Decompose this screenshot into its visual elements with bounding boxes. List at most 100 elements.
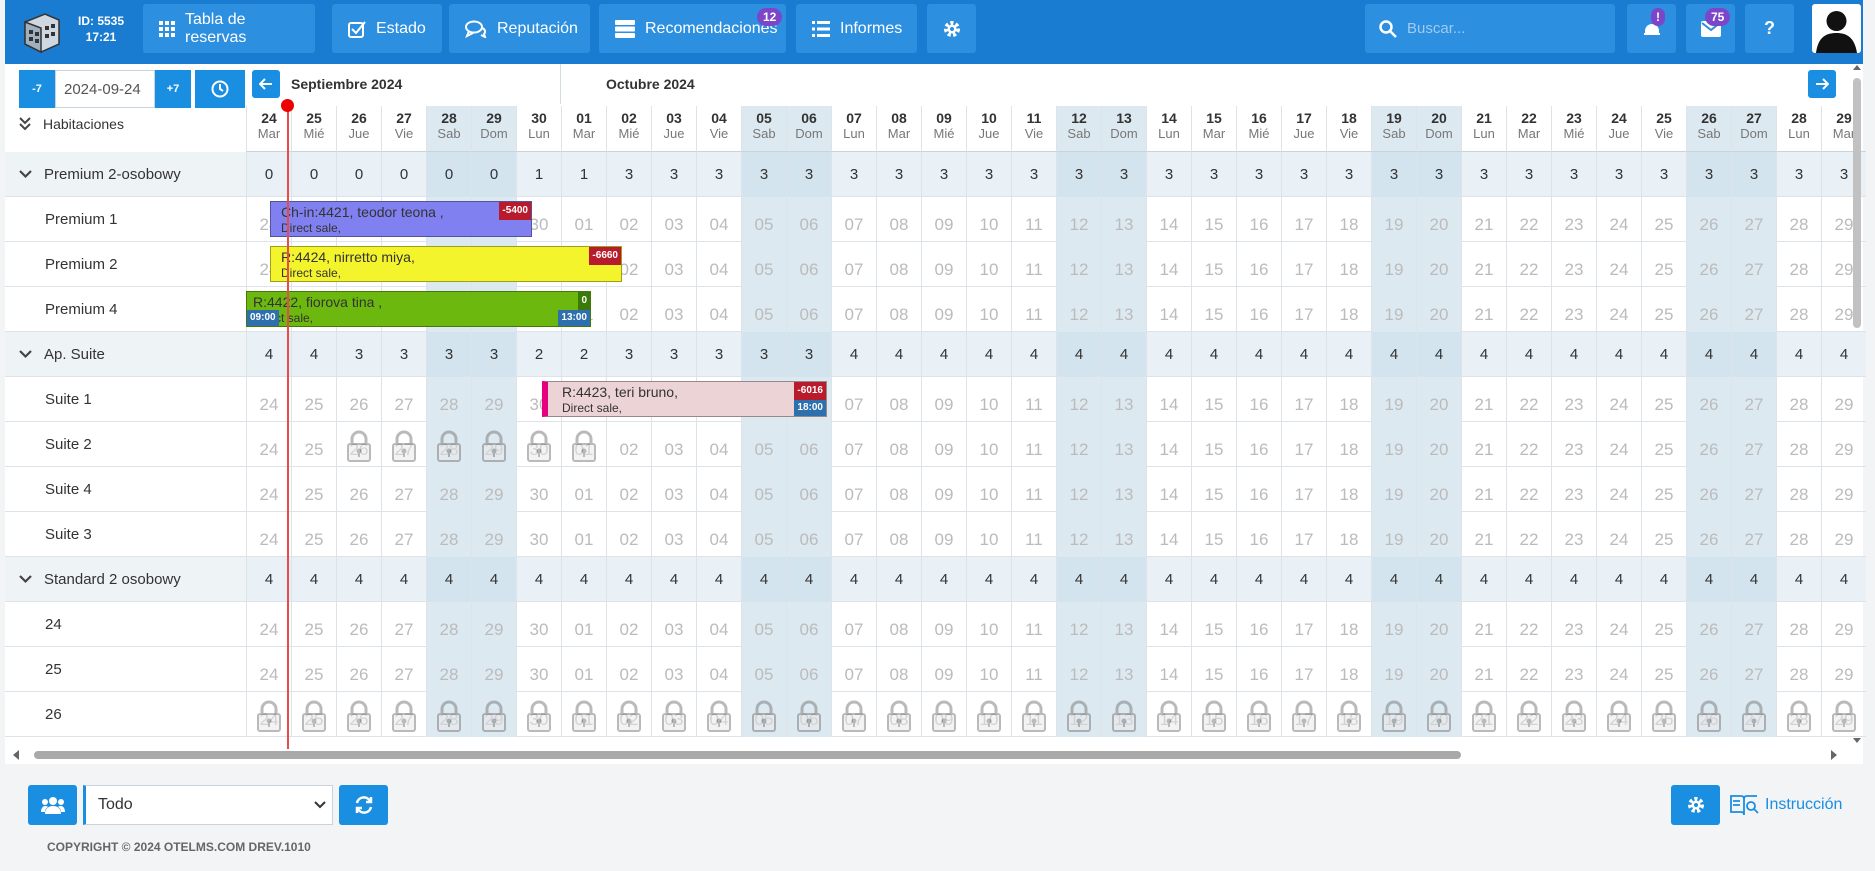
- day-cell[interactable]: 01: [561, 467, 606, 512]
- day-cell[interactable]: 25: [1641, 602, 1686, 647]
- day-cell[interactable]: 30: [516, 647, 561, 692]
- day-cell[interactable]: 18: [1326, 692, 1371, 737]
- day-cell[interactable]: 29: [471, 422, 516, 467]
- day-cell[interactable]: 27: [1731, 377, 1776, 422]
- day-cell[interactable]: 19: [1371, 377, 1416, 422]
- day-cell[interactable]: 25: [291, 377, 336, 422]
- room-label[interactable]: Premium 1: [5, 197, 246, 242]
- day-cell[interactable]: 11: [1011, 602, 1056, 647]
- day-cell[interactable]: 26: [1686, 467, 1731, 512]
- day-cell[interactable]: 09: [921, 647, 966, 692]
- day-cell[interactable]: 05: [741, 197, 786, 242]
- day-cell[interactable]: 12: [1056, 512, 1101, 557]
- day-cell[interactable]: 07: [831, 512, 876, 557]
- day-cell[interactable]: 08: [876, 512, 921, 557]
- day-cell[interactable]: 25: [291, 467, 336, 512]
- day-cell[interactable]: 10: [966, 197, 1011, 242]
- day-cell[interactable]: 24: [1596, 467, 1641, 512]
- day-cell[interactable]: 25: [1641, 647, 1686, 692]
- day-cell[interactable]: 15: [1191, 512, 1236, 557]
- day-cell[interactable]: 03: [651, 422, 696, 467]
- day-cell[interactable]: 15: [1191, 197, 1236, 242]
- day-cell[interactable]: 14: [1146, 422, 1191, 467]
- day-cell[interactable]: 18: [1326, 512, 1371, 557]
- day-cell[interactable]: 24: [246, 422, 291, 467]
- scroll-right-button[interactable]: [1808, 70, 1836, 98]
- room-label[interactable]: Suite 2: [5, 422, 246, 467]
- day-cell[interactable]: 22: [1506, 647, 1551, 692]
- day-cell[interactable]: 29: [1821, 512, 1866, 557]
- day-cell[interactable]: 19: [1371, 692, 1416, 737]
- day-cell[interactable]: 24: [1596, 377, 1641, 422]
- day-cell[interactable]: 17: [1281, 287, 1326, 332]
- day-cell[interactable]: 13: [1101, 377, 1146, 422]
- day-cell[interactable]: 10: [966, 377, 1011, 422]
- day-cell[interactable]: 25: [1641, 422, 1686, 467]
- reservation-block[interactable]: Ch-in:4421, teodor teona , Direct sale, -5…: [270, 201, 532, 237]
- day-cell[interactable]: 13: [1101, 422, 1146, 467]
- day-cell[interactable]: 27: [1731, 467, 1776, 512]
- day-cell[interactable]: 11: [1011, 647, 1056, 692]
- day-cell[interactable]: 18: [1326, 197, 1371, 242]
- day-cell[interactable]: 06: [786, 197, 831, 242]
- day-cell[interactable]: 05: [741, 287, 786, 332]
- day-cell[interactable]: 28: [1776, 242, 1821, 287]
- day-cell[interactable]: 16: [1236, 422, 1281, 467]
- day-cell[interactable]: 12: [1056, 467, 1101, 512]
- day-cell[interactable]: 26: [336, 647, 381, 692]
- day-cell[interactable]: 15: [1191, 692, 1236, 737]
- day-cell[interactable]: 28: [1776, 377, 1821, 422]
- day-cell[interactable]: 06: [786, 602, 831, 647]
- day-cell[interactable]: 26: [336, 692, 381, 737]
- day-cell[interactable]: 24: [1596, 512, 1641, 557]
- day-cell[interactable]: 27: [381, 692, 426, 737]
- day-cell[interactable]: 09: [921, 197, 966, 242]
- day-cell[interactable]: 25: [1641, 467, 1686, 512]
- day-cell[interactable]: 16: [1236, 647, 1281, 692]
- room-category-label[interactable]: Ap. Suite: [5, 332, 246, 377]
- day-cell[interactable]: 20: [1416, 242, 1461, 287]
- day-cell[interactable]: 06: [786, 422, 831, 467]
- day-cell[interactable]: 03: [651, 602, 696, 647]
- day-cell[interactable]: 26: [1686, 692, 1731, 737]
- day-cell[interactable]: 01: [561, 422, 606, 467]
- day-cell[interactable]: 22: [1506, 692, 1551, 737]
- day-cell[interactable]: 11: [1011, 512, 1056, 557]
- day-cell[interactable]: 24: [246, 467, 291, 512]
- day-cell[interactable]: 07: [831, 692, 876, 737]
- day-cell[interactable]: 12: [1056, 602, 1101, 647]
- day-cell[interactable]: 20: [1416, 647, 1461, 692]
- day-cell[interactable]: 30: [516, 512, 561, 557]
- room-label[interactable]: Premium 2: [5, 242, 246, 287]
- horizontal-scrollbar[interactable]: [5, 746, 1863, 764]
- day-cell[interactable]: 26: [1686, 377, 1731, 422]
- day-cell[interactable]: 01: [561, 602, 606, 647]
- day-cell[interactable]: 23: [1551, 377, 1596, 422]
- day-cell[interactable]: 28: [1776, 467, 1821, 512]
- day-cell[interactable]: 06: [786, 647, 831, 692]
- day-cell[interactable]: 11: [1011, 377, 1056, 422]
- day-cell[interactable]: 29: [471, 602, 516, 647]
- day-cell[interactable]: 05: [741, 692, 786, 737]
- day-cell[interactable]: 25: [291, 602, 336, 647]
- day-cell[interactable]: 29: [1821, 242, 1866, 287]
- day-cell[interactable]: 14: [1146, 647, 1191, 692]
- search-input[interactable]: Buscar...: [1365, 4, 1615, 53]
- day-cell[interactable]: 27: [381, 377, 426, 422]
- day-cell[interactable]: 19: [1371, 647, 1416, 692]
- day-cell[interactable]: 14: [1146, 377, 1191, 422]
- day-cell[interactable]: 18: [1326, 242, 1371, 287]
- day-cell[interactable]: 10: [966, 422, 1011, 467]
- day-cell[interactable]: 29: [1821, 377, 1866, 422]
- day-cell[interactable]: 09: [921, 377, 966, 422]
- day-cell[interactable]: 25: [1641, 242, 1686, 287]
- day-cell[interactable]: 22: [1506, 242, 1551, 287]
- day-cell[interactable]: 08: [876, 377, 921, 422]
- day-cell[interactable]: 28: [1776, 197, 1821, 242]
- day-cell[interactable]: 17: [1281, 422, 1326, 467]
- day-cell[interactable]: 30: [516, 467, 561, 512]
- day-cell[interactable]: 16: [1236, 467, 1281, 512]
- day-cell[interactable]: 15: [1191, 422, 1236, 467]
- day-cell[interactable]: 27: [381, 422, 426, 467]
- day-cell[interactable]: 04: [696, 512, 741, 557]
